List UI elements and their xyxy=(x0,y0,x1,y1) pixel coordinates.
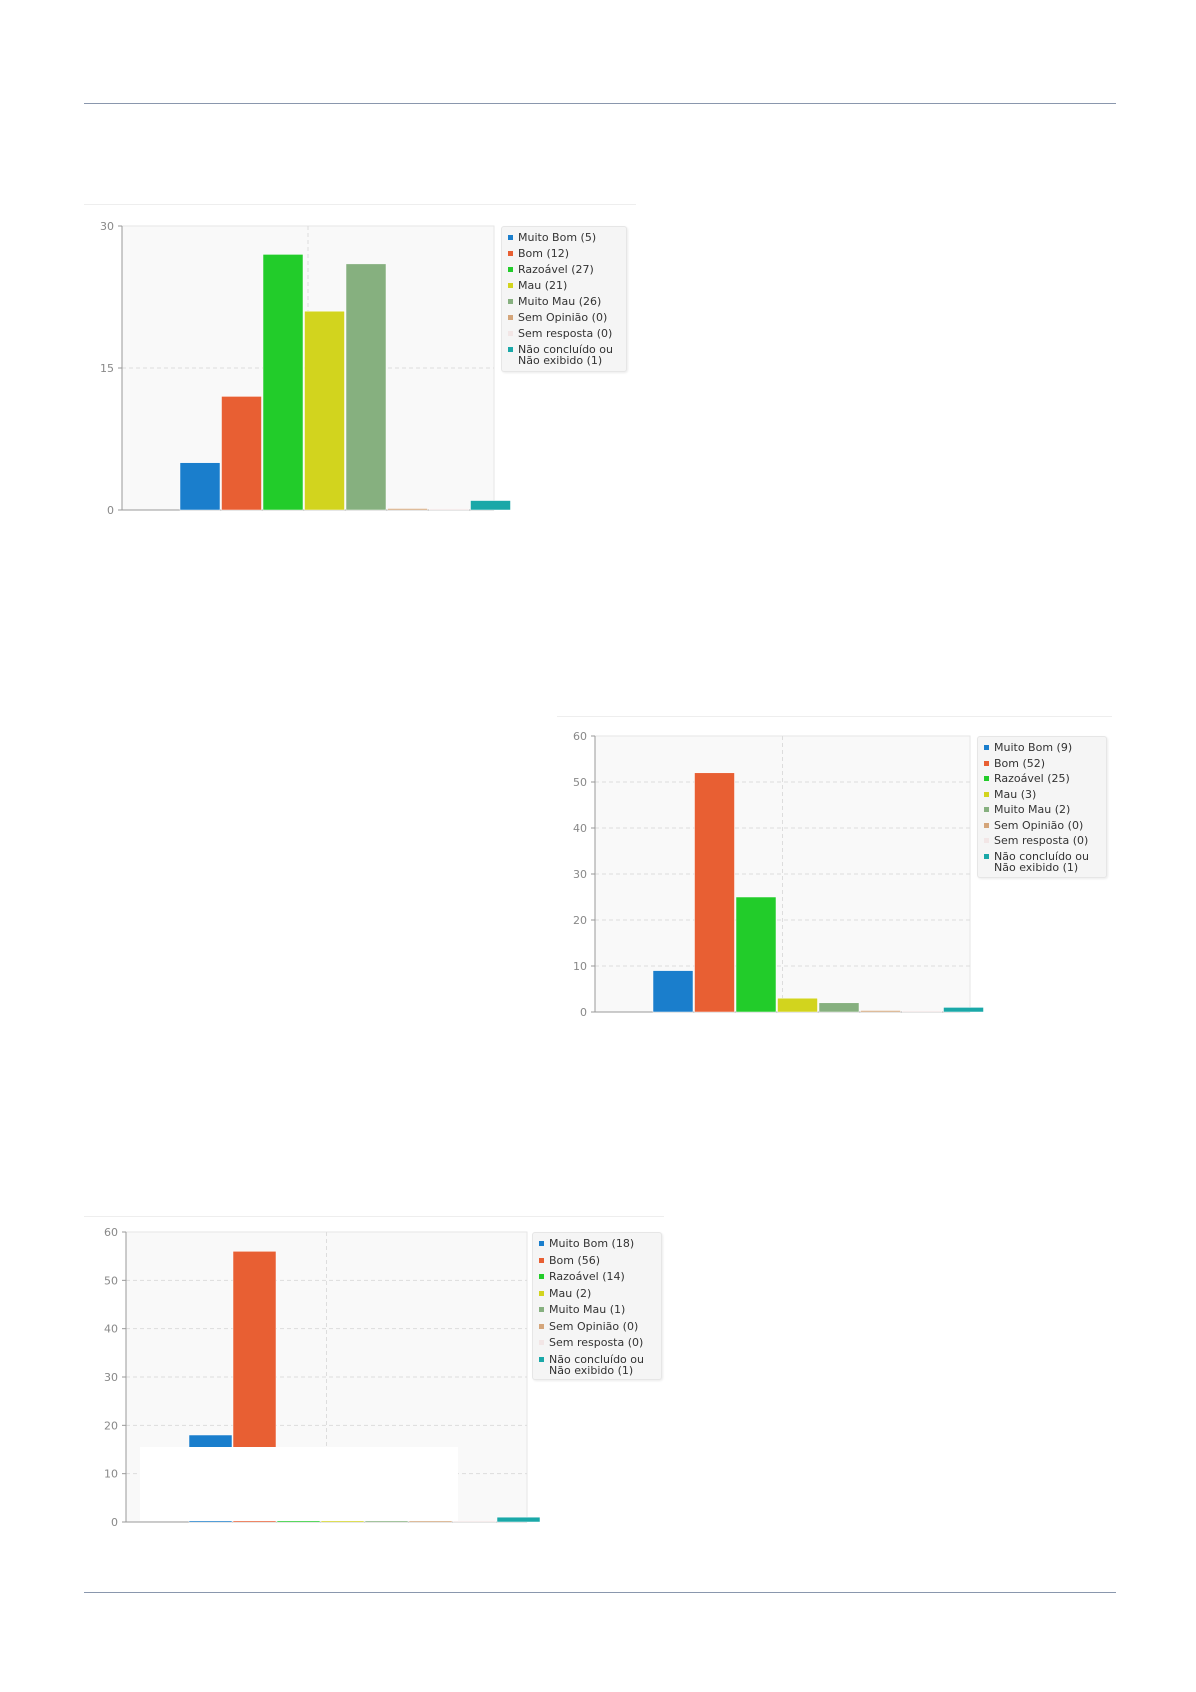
legend: Muito Bom (5) Bom (12) Razoável (27) Mau (2… xyxy=(501,226,627,372)
legend-swatch-sem-opiniao xyxy=(984,822,989,828)
legend-label: Sem resposta (0) xyxy=(549,1336,644,1349)
chart-2: 0 10 20 30 40 50 60 Muito Bom (9) Bom (52) Razoáv… xyxy=(557,716,1112,1024)
legend-swatch-muito-mau xyxy=(539,1307,544,1312)
legend-swatch-sem-resposta xyxy=(984,838,989,843)
bar-razoavel xyxy=(262,254,304,511)
legend-swatch-nao-concluido xyxy=(984,853,989,859)
bar-sem-resposta xyxy=(901,1010,943,1013)
legend-label: Muito Bom (5) xyxy=(518,231,597,244)
legend-label: Sem resposta (0) xyxy=(994,834,1089,847)
legend-label: Sem Opinião (0) xyxy=(518,311,608,324)
bar-sem-opiniao xyxy=(387,508,428,511)
legend-label: Muito Mau (2) xyxy=(994,803,1071,816)
y-tick-label: 60 xyxy=(104,1226,118,1239)
white-overlay xyxy=(140,1447,458,1521)
legend-swatch-nao-concluido xyxy=(508,347,513,352)
legend-label: Bom (56) xyxy=(549,1253,601,1267)
bar-sem-opiniao xyxy=(860,1010,901,1013)
bar-nao-concluido xyxy=(943,1007,984,1013)
footer-rule xyxy=(84,1592,1116,1593)
legend-swatch-sem-resposta xyxy=(539,1340,544,1345)
y-tick-label: 0 xyxy=(580,1006,587,1019)
y-tick-label: 0 xyxy=(107,504,114,517)
y-tick-label: 50 xyxy=(573,776,587,789)
legend-label: Razoável (14) xyxy=(549,1270,625,1283)
legend-swatch-mau xyxy=(984,791,989,797)
legend-label: Sem resposta (0) xyxy=(518,327,613,340)
y-tick-label: 30 xyxy=(104,1371,118,1384)
legend-swatch-razoavel xyxy=(539,1274,544,1279)
y-tick-label: 10 xyxy=(573,960,587,973)
legend-label: Razoável (25) xyxy=(994,772,1070,785)
legend-swatch-muito-bom xyxy=(539,1241,544,1246)
legend-swatch-sem-opiniao xyxy=(508,315,513,320)
legend-swatch-muito-mau xyxy=(508,299,513,304)
legend-label: Sem Opinião (0) xyxy=(994,818,1084,832)
y-tick-label: 0 xyxy=(111,1516,118,1529)
header-rule xyxy=(84,103,1116,104)
legend-label: Muito Bom (9) xyxy=(994,741,1073,754)
bar-razoavel xyxy=(735,896,777,1013)
chart-3: 0 10 20 30 40 50 60 Muito Bom (18) Bom (56) Razoá… xyxy=(84,1216,664,1534)
legend: Muito Bom (18) Bom (56) Razoável (14) Mau (… xyxy=(532,1232,662,1380)
bar-mau xyxy=(304,310,345,511)
chart-1: 0 15 30 Muito Bom (5) Bom (12) Razoável (27) M… xyxy=(84,204,636,518)
y-tick-label: 40 xyxy=(104,1323,118,1336)
chart-svg: 0 15 30 xyxy=(84,204,636,517)
legend-swatch-muito-mau xyxy=(984,807,989,812)
bar-bom xyxy=(694,772,735,1013)
legend-swatch-mau xyxy=(539,1290,544,1296)
y-tick-label: 40 xyxy=(573,822,587,835)
legend-label: Razoável (27) xyxy=(518,263,594,276)
legend-label: Mau (21) xyxy=(518,279,568,292)
legend-swatch-sem-opiniao xyxy=(539,1323,544,1329)
legend-swatch-sem-resposta xyxy=(508,331,513,336)
legend-label: Sem Opinião (0) xyxy=(549,1319,639,1333)
legend-swatch-bom xyxy=(539,1257,544,1263)
legend-label: Muito Mau (26) xyxy=(518,295,602,308)
y-tick-label: 60 xyxy=(573,730,587,743)
y-tick-label: 20 xyxy=(104,1419,118,1432)
legend-label: Não concluído ou Não exibido (1) xyxy=(994,849,1089,874)
bar-mau xyxy=(777,997,818,1013)
legend-label: Não concluído ou Não exibido (1) xyxy=(518,343,613,367)
chart-svg: 0 10 20 30 40 50 60 xyxy=(557,716,1112,1019)
bar-nao-concluido xyxy=(496,1516,541,1523)
legend-swatch-bom xyxy=(984,760,989,766)
legend-label: Muito Mau (1) xyxy=(549,1303,626,1316)
legend-label: Bom (52) xyxy=(994,756,1046,770)
bar-sem-resposta xyxy=(428,508,470,511)
y-tick-label: 15 xyxy=(100,362,114,375)
legend-label: Muito Bom (18) xyxy=(549,1237,635,1250)
legend-swatch-bom xyxy=(508,251,513,256)
legend-swatch-mau xyxy=(508,283,513,288)
bar-muito-mau xyxy=(345,263,387,511)
y-tick-label: 50 xyxy=(104,1274,118,1287)
bar-bom xyxy=(221,396,262,511)
legend-swatch-nao-concluido xyxy=(539,1356,544,1362)
bar-muito-mau xyxy=(818,1002,860,1013)
bar-nao-concluido xyxy=(470,500,511,511)
y-tick-label: 10 xyxy=(104,1468,118,1481)
legend-label: Bom (12) xyxy=(518,247,570,260)
bar-muito-bom xyxy=(179,462,221,511)
legend-swatch-razoavel xyxy=(984,776,989,781)
bar-sem-resposta xyxy=(452,1520,497,1523)
legend: Muito Bom (9) Bom (52) Razoável (25) Mau (3… xyxy=(977,736,1107,878)
bar-muito-bom xyxy=(652,970,694,1013)
legend-label: Não concluído ou Não exibido (1) xyxy=(549,1352,644,1377)
legend-swatch-razoavel xyxy=(508,267,513,272)
y-tick-label: 30 xyxy=(573,868,587,881)
legend-swatch-muito-bom xyxy=(508,235,513,240)
legend-label: Mau (2) xyxy=(549,1286,592,1300)
y-tick-label: 20 xyxy=(573,914,587,927)
chart-svg: 0 10 20 30 40 50 60 xyxy=(84,1216,664,1529)
legend-label: Mau (3) xyxy=(994,787,1037,801)
y-tick-label: 30 xyxy=(100,220,114,233)
legend-swatch-muito-bom xyxy=(984,745,989,750)
